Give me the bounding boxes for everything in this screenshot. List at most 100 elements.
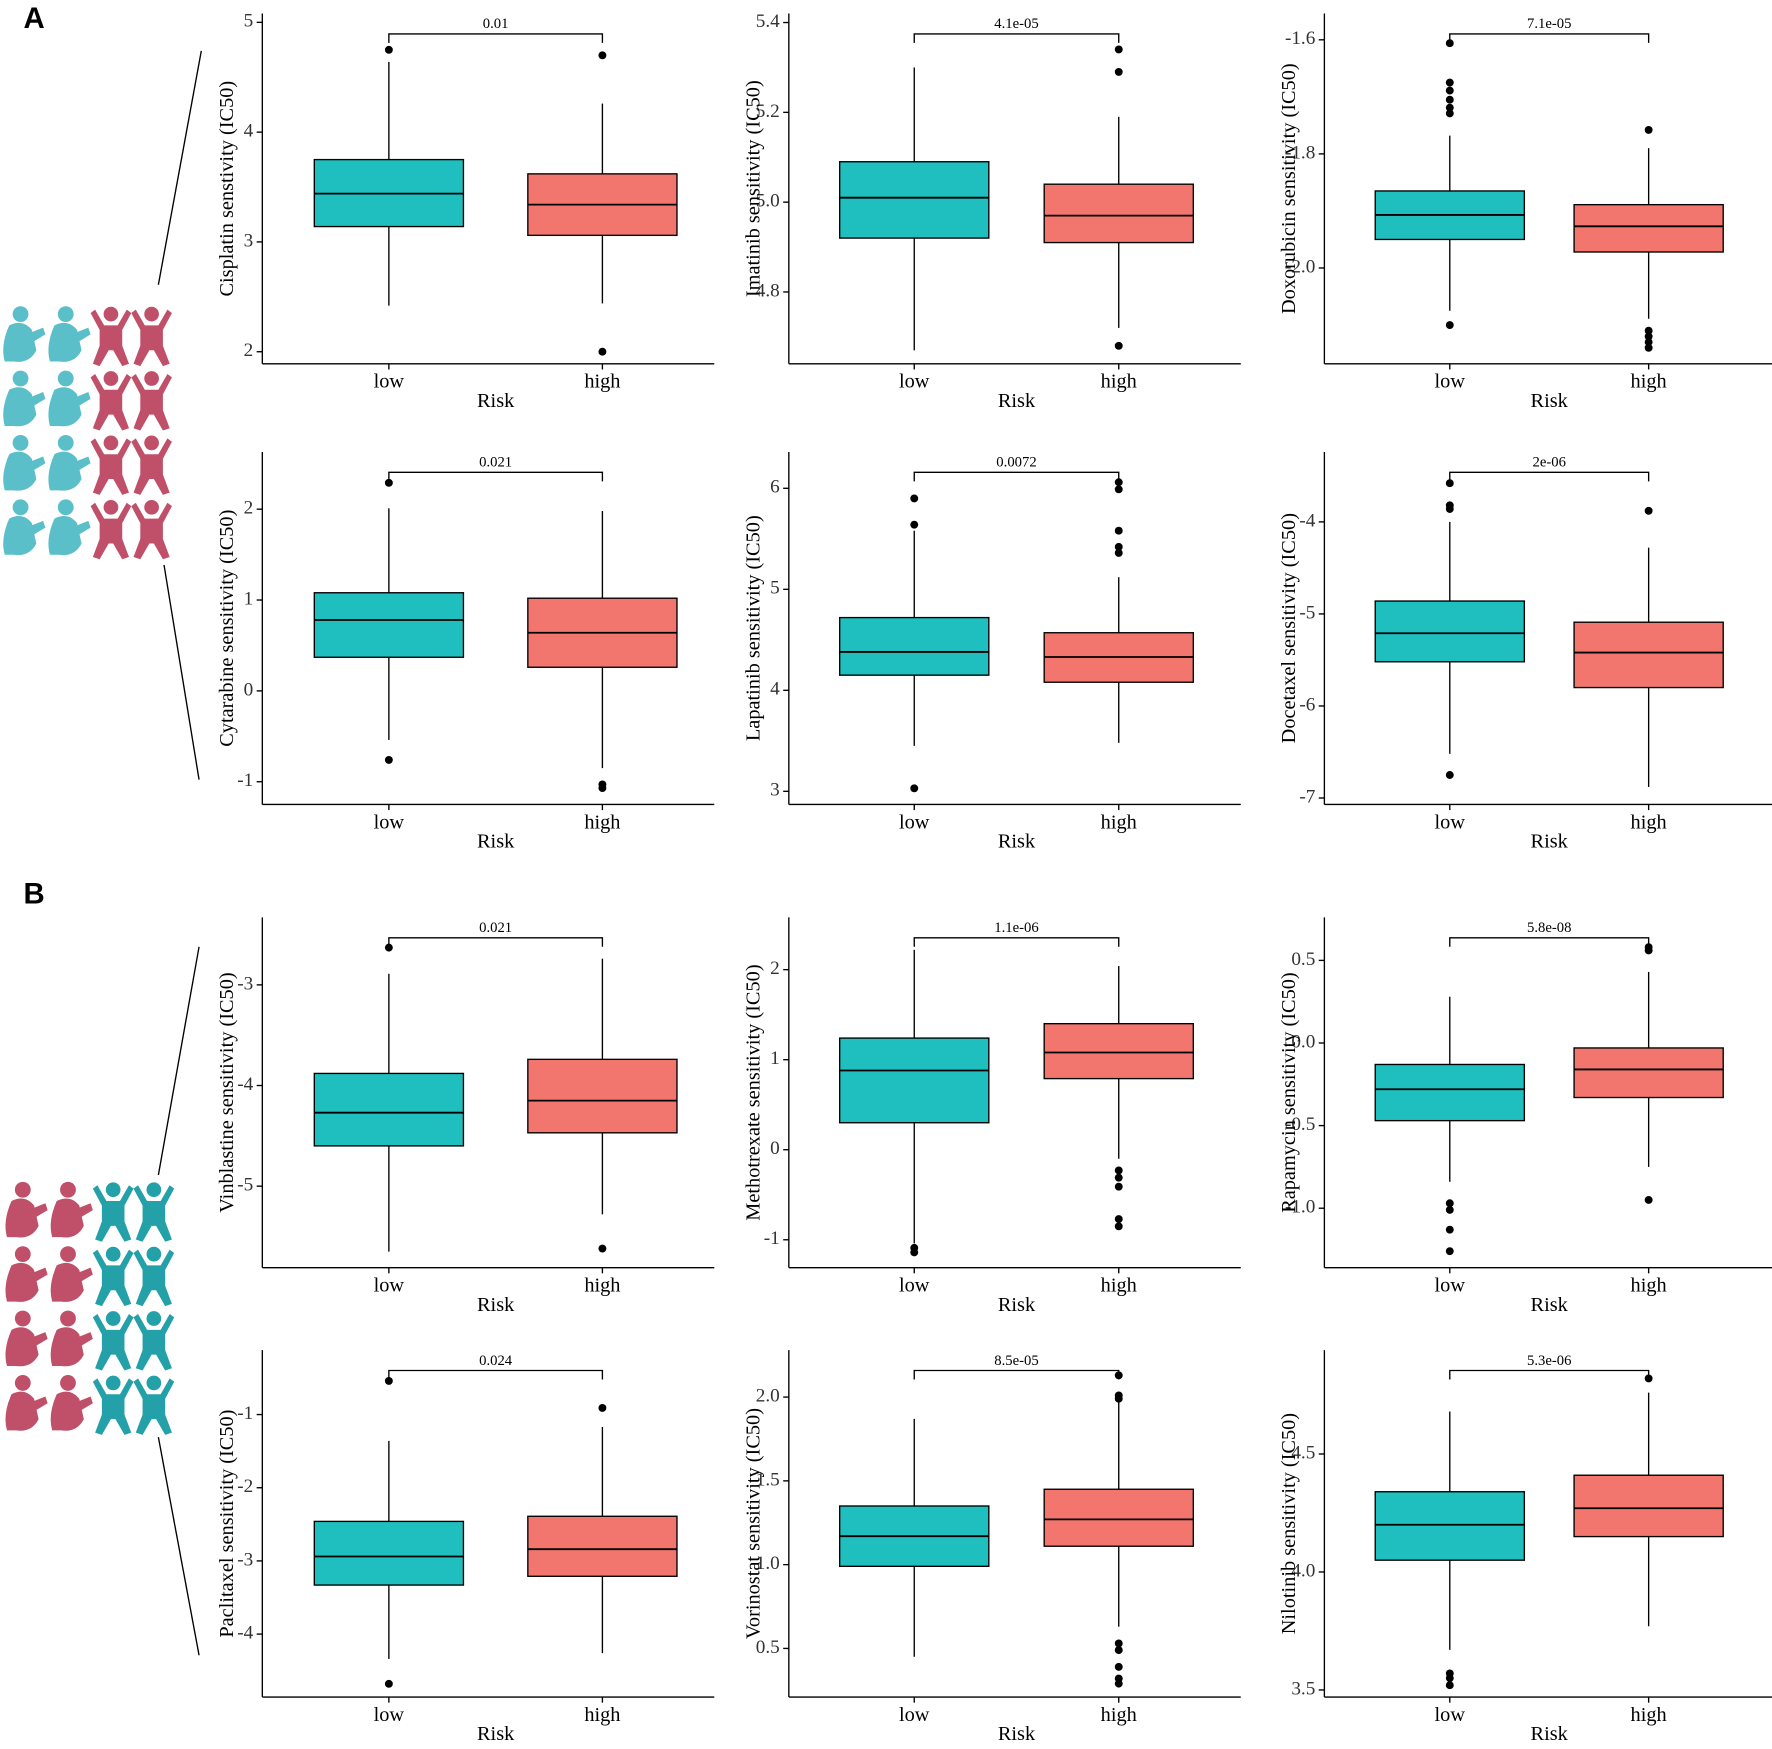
x-tick-label: low	[1435, 371, 1466, 393]
y-tick-label: -6	[1299, 694, 1315, 715]
outlier	[384, 1376, 393, 1385]
box	[1573, 621, 1724, 689]
y-tick-label: 0	[244, 679, 254, 700]
outlier	[384, 45, 393, 54]
x-axis-label: Risk	[477, 1294, 515, 1316]
box	[313, 1520, 465, 1586]
x-tick-label: high	[1101, 1704, 1137, 1726]
x-axis-label: Risk	[998, 831, 1036, 853]
y-tick-label: -3	[237, 973, 253, 994]
y-axis-label: Methotrexate sensitivity (IC50)	[743, 964, 765, 1220]
box-plot: 4.8 5.0 5.2 5.4 Imatinib sensitivity (IC50) R…	[743, 11, 1241, 412]
box	[313, 1072, 465, 1147]
box-plot: 2 1 0 -1 Cytarabine sensitivity (IC50) Risk lo…	[216, 451, 715, 853]
x-tick-label: high	[1631, 1275, 1667, 1297]
y-axis-label: Rapamycin sensitivity (IC50)	[1278, 972, 1300, 1213]
box	[838, 1037, 990, 1124]
box	[838, 161, 990, 239]
outlier	[1644, 343, 1653, 352]
y-tick-label: -1.6	[1285, 28, 1316, 49]
y-tick-label: -1	[237, 770, 253, 791]
y-axis-label: Cisplatin senstivity (IC50)	[216, 81, 238, 297]
outlier	[1114, 1215, 1123, 1224]
x-tick-label: high	[584, 371, 620, 393]
outlier	[1445, 321, 1454, 329]
outlier	[1114, 341, 1123, 350]
y-tick-label: -4	[237, 1074, 253, 1095]
outlier	[910, 784, 919, 793]
outlier	[910, 494, 919, 503]
x-tick-label: high	[1631, 811, 1667, 833]
box	[1043, 1488, 1194, 1547]
y-axis-label: Lapatinib sensitivity (IC50)	[743, 515, 765, 741]
y-tick-label: 1	[770, 1048, 780, 1069]
y-tick-label: 1	[244, 588, 254, 609]
outlier	[1445, 505, 1454, 513]
outlier	[1445, 86, 1454, 95]
y-tick-label: -1	[237, 1403, 253, 1424]
y-tick-label: -1	[764, 1228, 780, 1249]
p-value: 7.1e-05	[1527, 16, 1571, 32]
x-tick-label: high	[1101, 811, 1137, 833]
x-axis-label: Risk	[1531, 831, 1569, 853]
outlier	[1445, 1225, 1454, 1234]
x-tick-label: low	[899, 1275, 930, 1297]
x-tick-label: low	[1435, 1275, 1466, 1297]
y-tick-label: 1.0	[756, 1553, 780, 1574]
outlier	[1445, 479, 1454, 488]
y-tick-label: -4	[237, 1623, 253, 1644]
outlier	[1114, 1173, 1123, 1182]
x-tick-label: high	[584, 1275, 620, 1297]
y-tick-label: -7	[1299, 786, 1315, 807]
outlier	[1445, 103, 1454, 112]
outlier	[1445, 1674, 1454, 1683]
outlier	[1114, 1662, 1123, 1671]
box	[1374, 600, 1526, 663]
significance-bracket	[913, 33, 1120, 43]
outlier	[910, 1248, 919, 1257]
outlier	[1644, 1195, 1653, 1204]
outlier	[1114, 1222, 1123, 1231]
box	[527, 1515, 678, 1577]
y-axis-label: Nilotinib sensitivity (IC50)	[1278, 1413, 1300, 1634]
box	[1573, 1047, 1724, 1099]
outlier	[1114, 1639, 1123, 1648]
box	[313, 592, 465, 658]
y-tick-label: -2	[237, 1476, 253, 1497]
y-tick-label: 4.8	[756, 280, 780, 301]
x-axis-label: Risk	[998, 1294, 1036, 1316]
y-tick-label: 0.0	[1291, 1031, 1315, 1052]
y-tick-label: -4	[1299, 510, 1315, 531]
x-tick-label: high	[1101, 1275, 1137, 1297]
significance-bracket	[1449, 471, 1650, 482]
y-axis-label: Vorinostat sensitivity (IC50)	[743, 1408, 765, 1639]
y-tick-label: 5	[770, 578, 780, 599]
box-plot: 2 1 0 -1 Methotrexate sensitivity (IC50) Risk…	[743, 917, 1241, 1316]
outlier	[1644, 332, 1653, 341]
y-tick-label: 0.5	[756, 1637, 780, 1658]
panel-label: B	[23, 878, 44, 911]
x-tick-label: low	[899, 811, 930, 833]
y-axis-label: Imatinib sensitivity (IC50)	[743, 80, 765, 297]
box	[1573, 1474, 1724, 1538]
p-value: 5.8e-08	[1527, 920, 1571, 936]
outlier	[598, 1244, 607, 1253]
y-tick-label: -1.0	[1285, 1197, 1315, 1218]
y-tick-label: 2.0	[756, 1385, 780, 1406]
y-tick-label: 0	[770, 1138, 780, 1159]
significance-bracket	[1449, 937, 1650, 947]
outlier	[1445, 109, 1454, 118]
outlier	[1644, 506, 1653, 515]
x-tick-label: low	[374, 811, 405, 833]
y-tick-label: 4	[770, 679, 780, 700]
y-tick-label: 3	[244, 230, 254, 251]
y-tick-label: 5	[244, 11, 254, 32]
outlier	[384, 478, 393, 487]
x-axis-label: Risk	[477, 1723, 515, 1745]
outlier	[1114, 1646, 1123, 1655]
p-value: 0.021	[479, 455, 512, 471]
